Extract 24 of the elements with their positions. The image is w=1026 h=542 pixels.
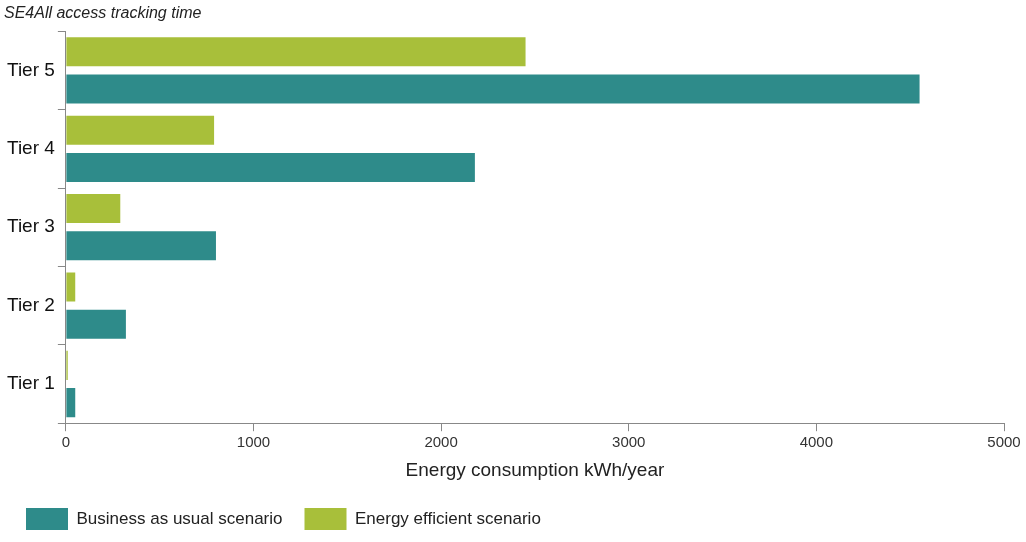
bar (66, 74, 920, 104)
bar (66, 152, 475, 182)
x-axis-title: Energy consumption kWh/year (405, 458, 665, 480)
x-tick-label: 1000 (236, 433, 271, 451)
x-tick-label: 2000 (424, 433, 458, 451)
y-tick-label: Tier 4 (6, 137, 56, 159)
y-tick-label: Tier 1 (6, 372, 55, 394)
x-tick-label: 0 (61, 433, 71, 451)
bar (66, 309, 126, 339)
y-tick-label: Tier 5 (6, 58, 55, 80)
legend-label: Business as usual scenario (76, 508, 283, 528)
bar (66, 231, 216, 261)
bar (66, 194, 121, 224)
bar (66, 37, 526, 67)
x-tick-label: 4000 (799, 433, 834, 451)
legend-label: Energy efficient scenario (355, 508, 541, 528)
bar (66, 388, 76, 418)
y-tick-label: Tier 2 (6, 293, 55, 315)
bar (66, 115, 215, 145)
bar (66, 272, 76, 302)
chart-title: SE4All access tracking time (4, 4, 202, 22)
y-tick-label: Tier 3 (6, 215, 55, 237)
x-tick-label: 5000 (987, 433, 1021, 451)
x-tick-label: 3000 (612, 433, 646, 451)
